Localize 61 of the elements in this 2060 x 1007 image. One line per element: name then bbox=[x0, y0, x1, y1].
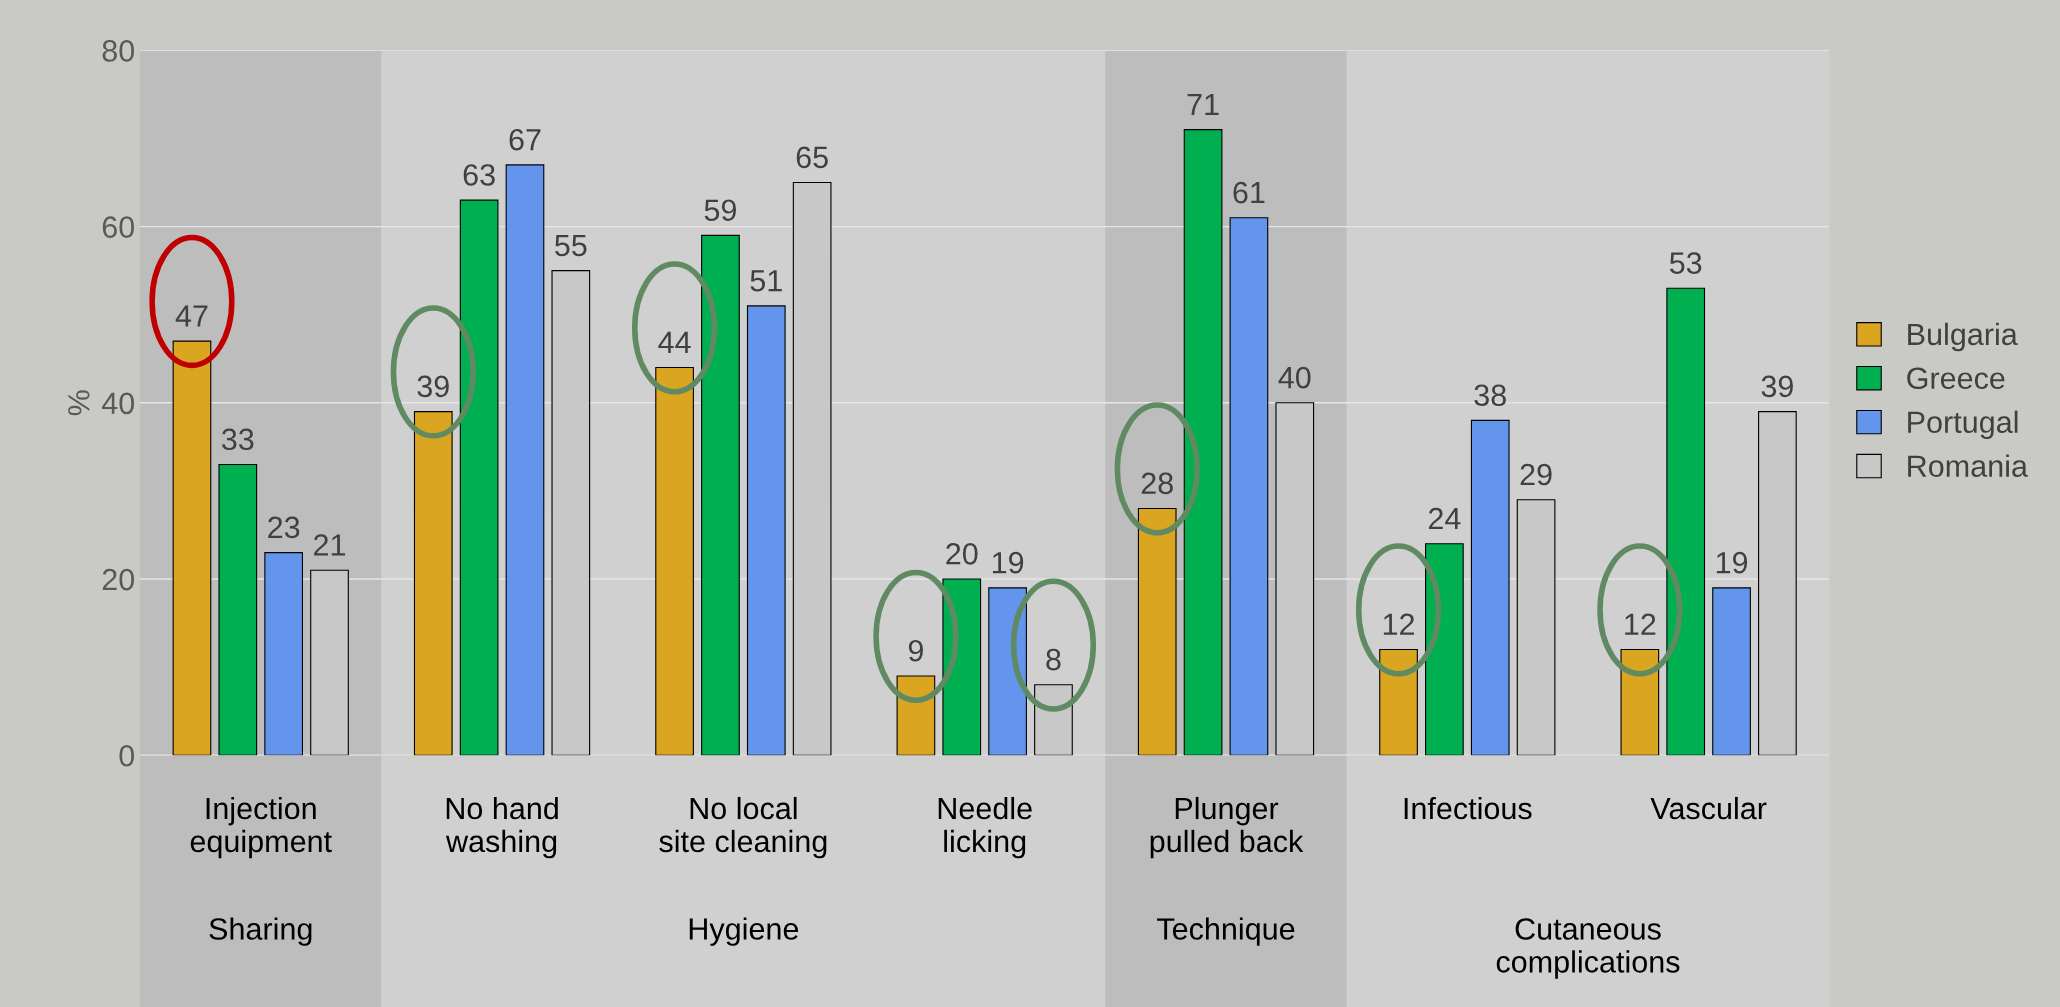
data-label: 55 bbox=[555, 234, 587, 257]
data-label: 44 bbox=[658, 331, 691, 353]
data-label: 39 bbox=[417, 375, 449, 398]
text: Hygiene bbox=[689, 917, 799, 946]
legend-label: Portugal bbox=[1908, 410, 2018, 440]
data-label: 9 bbox=[908, 639, 923, 662]
data-label: 19 bbox=[992, 551, 1024, 574]
bar bbox=[218, 463, 258, 756]
x-tick-label: Injection equipment bbox=[190, 796, 332, 859]
text: Technique bbox=[1157, 917, 1295, 946]
legend-label: Bulgaria bbox=[1908, 322, 2018, 352]
y-tick-label: 40 bbox=[101, 392, 135, 415]
x-tick-label: Plunger pulled back bbox=[1150, 796, 1304, 859]
y-axis-title: % bbox=[68, 390, 90, 416]
bar bbox=[1666, 287, 1706, 756]
bar bbox=[896, 675, 936, 756]
data-label: 29 bbox=[1520, 463, 1552, 486]
data-label: 53 bbox=[1669, 252, 1702, 274]
bar bbox=[1229, 217, 1269, 756]
bar bbox=[746, 305, 786, 756]
data-label: 20 bbox=[946, 543, 978, 565]
x-tick-label: Needle licking bbox=[938, 796, 1032, 859]
data-label: 51 bbox=[750, 270, 782, 292]
text: Cutaneous complications bbox=[1496, 918, 1680, 979]
y-tick-label: 20 bbox=[102, 568, 135, 591]
data-label: 40 bbox=[1278, 366, 1311, 389]
data-label: 21 bbox=[314, 534, 346, 556]
bar bbox=[701, 234, 740, 756]
data-label: 47 bbox=[175, 305, 208, 327]
bar bbox=[1470, 419, 1510, 756]
data-label: 63 bbox=[463, 164, 495, 186]
data-label: 23 bbox=[268, 516, 300, 539]
data-label: 71 bbox=[1187, 93, 1219, 115]
data-label: 38 bbox=[1474, 384, 1506, 407]
y-tick-label: 60 bbox=[102, 216, 135, 238]
bar bbox=[1183, 129, 1223, 756]
y-tick-label: 80 bbox=[102, 40, 135, 62]
data-label: 24 bbox=[1428, 507, 1461, 530]
data-label: 39 bbox=[1761, 375, 1793, 398]
x-tick-label: Infectious bbox=[1404, 796, 1532, 820]
y-tick-label: 0 bbox=[119, 744, 135, 767]
bar bbox=[459, 199, 499, 756]
legend-label: Greece bbox=[1907, 367, 2005, 390]
data-label: 61 bbox=[1233, 181, 1265, 204]
data-label: 67 bbox=[509, 128, 541, 151]
bar bbox=[1712, 587, 1751, 756]
bar bbox=[264, 552, 304, 756]
bar bbox=[505, 164, 545, 756]
text: Sharing bbox=[209, 917, 312, 946]
x-tick-label: No local site cleaning bbox=[659, 796, 827, 859]
data-label: 59 bbox=[704, 199, 736, 222]
legend-label: Romania bbox=[1908, 454, 2028, 477]
data-label: 12 bbox=[1383, 613, 1414, 635]
data-label: 33 bbox=[221, 428, 254, 451]
x-tick-label: No hand washing bbox=[445, 796, 558, 859]
data-label: 12 bbox=[1625, 613, 1656, 635]
x-tick-label: Vascular bbox=[1650, 796, 1767, 820]
data-label: 65 bbox=[796, 146, 828, 169]
data-label: 8 bbox=[1046, 648, 1061, 671]
data-label: 19 bbox=[1716, 551, 1748, 574]
data-label: 28 bbox=[1141, 472, 1173, 495]
